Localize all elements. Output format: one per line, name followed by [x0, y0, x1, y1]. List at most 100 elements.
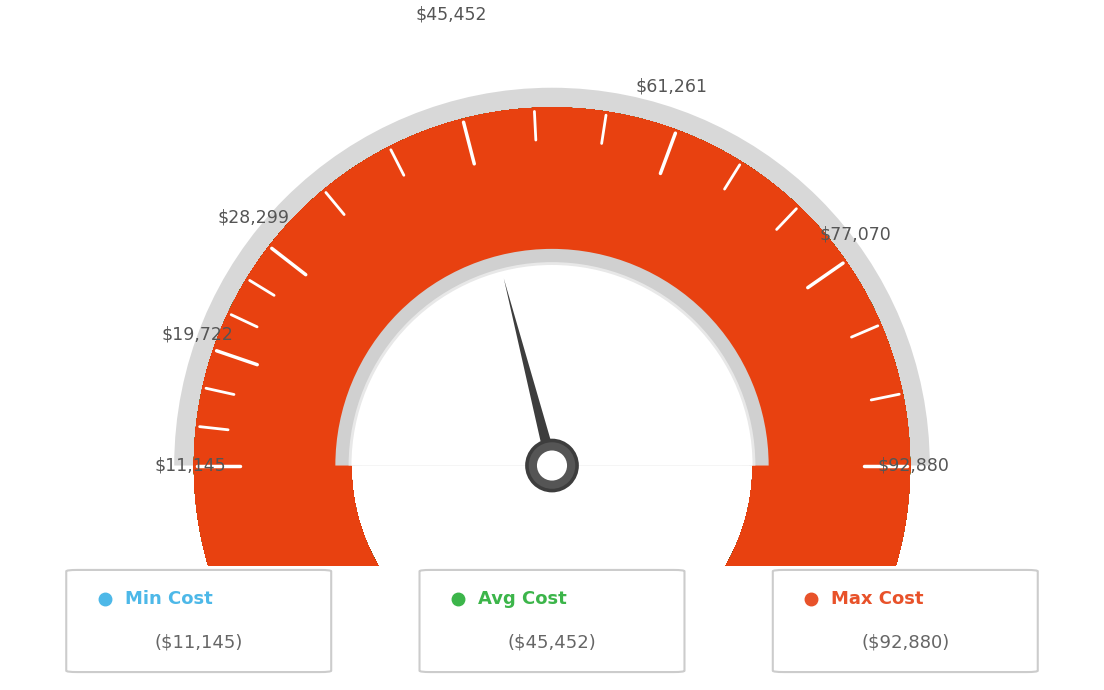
Wedge shape	[194, 108, 910, 690]
Wedge shape	[194, 108, 910, 690]
Wedge shape	[194, 108, 910, 690]
Wedge shape	[194, 108, 910, 690]
Wedge shape	[194, 108, 910, 690]
Wedge shape	[194, 108, 910, 690]
Wedge shape	[194, 108, 910, 690]
Wedge shape	[194, 108, 910, 690]
Wedge shape	[194, 108, 910, 690]
Wedge shape	[194, 108, 910, 690]
Wedge shape	[194, 108, 910, 690]
Wedge shape	[194, 108, 910, 690]
Circle shape	[537, 451, 567, 480]
Wedge shape	[194, 108, 910, 690]
Wedge shape	[194, 108, 910, 690]
Wedge shape	[194, 108, 910, 690]
Wedge shape	[194, 108, 910, 690]
Wedge shape	[194, 108, 910, 690]
Wedge shape	[349, 262, 755, 466]
Wedge shape	[194, 108, 910, 690]
Wedge shape	[194, 108, 910, 690]
Wedge shape	[194, 108, 910, 690]
Wedge shape	[194, 108, 910, 690]
Wedge shape	[194, 108, 910, 690]
Wedge shape	[194, 108, 910, 690]
Wedge shape	[194, 108, 910, 690]
Wedge shape	[194, 108, 910, 690]
Wedge shape	[194, 108, 910, 690]
Wedge shape	[194, 108, 910, 690]
Text: $45,452: $45,452	[415, 6, 487, 23]
Wedge shape	[194, 108, 910, 690]
Wedge shape	[194, 108, 910, 690]
Wedge shape	[194, 108, 910, 690]
Wedge shape	[194, 108, 910, 690]
Wedge shape	[194, 108, 910, 690]
Wedge shape	[194, 108, 910, 690]
Wedge shape	[194, 108, 910, 690]
Wedge shape	[194, 108, 910, 690]
Wedge shape	[194, 108, 910, 690]
Wedge shape	[194, 108, 910, 690]
Wedge shape	[194, 108, 910, 690]
Wedge shape	[194, 108, 910, 690]
Wedge shape	[194, 108, 910, 690]
Wedge shape	[194, 108, 910, 690]
Wedge shape	[194, 108, 910, 690]
Wedge shape	[194, 108, 910, 690]
Wedge shape	[194, 108, 910, 690]
Wedge shape	[194, 108, 910, 690]
Wedge shape	[194, 108, 910, 690]
Wedge shape	[194, 108, 910, 690]
Wedge shape	[194, 108, 910, 690]
Wedge shape	[194, 108, 910, 690]
Wedge shape	[194, 108, 910, 690]
Wedge shape	[194, 108, 910, 690]
Wedge shape	[194, 108, 910, 690]
Wedge shape	[194, 108, 910, 690]
Wedge shape	[194, 108, 910, 690]
Wedge shape	[194, 108, 910, 690]
Wedge shape	[194, 108, 910, 690]
Wedge shape	[194, 108, 910, 690]
Wedge shape	[194, 108, 910, 690]
Wedge shape	[194, 108, 910, 690]
Wedge shape	[194, 108, 910, 690]
Wedge shape	[194, 108, 910, 690]
Wedge shape	[194, 108, 910, 690]
Wedge shape	[194, 108, 910, 690]
Wedge shape	[194, 108, 910, 690]
Wedge shape	[194, 108, 910, 690]
Wedge shape	[194, 108, 910, 690]
Wedge shape	[194, 108, 910, 690]
Wedge shape	[194, 108, 910, 690]
Wedge shape	[194, 108, 910, 690]
Wedge shape	[194, 108, 910, 690]
Wedge shape	[194, 108, 910, 690]
Wedge shape	[194, 108, 910, 690]
Wedge shape	[194, 108, 910, 690]
Wedge shape	[194, 108, 910, 690]
Wedge shape	[194, 108, 910, 690]
Wedge shape	[194, 108, 910, 690]
Wedge shape	[194, 108, 910, 690]
Wedge shape	[194, 108, 910, 690]
Wedge shape	[194, 108, 910, 690]
Wedge shape	[351, 265, 753, 466]
Wedge shape	[336, 249, 768, 466]
Wedge shape	[194, 108, 910, 690]
Wedge shape	[194, 108, 910, 690]
Wedge shape	[194, 108, 910, 690]
Wedge shape	[194, 108, 910, 690]
Wedge shape	[194, 108, 910, 690]
Wedge shape	[194, 108, 910, 690]
Wedge shape	[194, 108, 910, 690]
Wedge shape	[194, 108, 910, 690]
Wedge shape	[194, 108, 910, 690]
Polygon shape	[503, 278, 564, 488]
Wedge shape	[194, 108, 910, 690]
Wedge shape	[194, 108, 910, 690]
Wedge shape	[194, 108, 910, 690]
Wedge shape	[194, 108, 910, 690]
Wedge shape	[194, 108, 910, 690]
Wedge shape	[194, 108, 910, 690]
